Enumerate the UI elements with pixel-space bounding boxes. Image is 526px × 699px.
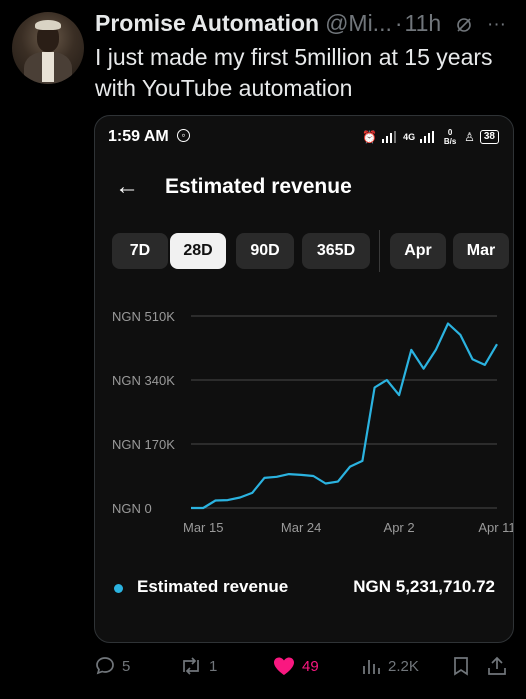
legend-total-value: NGN 5,231,710.72 <box>353 577 495 596</box>
bookmark-button[interactable] <box>450 655 472 677</box>
filter-chip-90d[interactable]: 90D <box>236 233 294 269</box>
separator-dot: · <box>394 10 403 36</box>
phone-status-bar: 1:59 AM ◦ ⏰ 4G 0 B/s ♙ 38 <box>95 116 513 156</box>
sim-icon: ♙ <box>464 130 475 144</box>
filter-chip-365d[interactable]: 365D <box>302 233 370 269</box>
x-tick-label: Mar 15 <box>183 520 223 535</box>
repost-icon <box>183 657 199 675</box>
speed-label: 0 B/s <box>443 128 457 146</box>
bookmark-icon <box>454 657 468 676</box>
more-options-icon[interactable]: ··· <box>487 14 506 35</box>
tweet-action-bar: 5 1 49 2.2K <box>94 655 514 683</box>
status-time: 1:59 AM <box>108 128 169 145</box>
battery-icon: 38 <box>479 130 499 144</box>
network-label: 4G <box>403 132 416 142</box>
x-tick-label: Apr 2 <box>384 520 415 535</box>
chart-legend: Estimated revenue NGN 5,231,710.72 <box>95 574 513 604</box>
tweet-time[interactable]: 11h <box>404 10 442 36</box>
filter-chip-apr[interactable]: Apr <box>390 233 446 269</box>
chip-divider <box>379 230 380 272</box>
views-button[interactable]: 2.2K <box>360 655 419 677</box>
alarm-icon: ⏰ <box>362 130 378 144</box>
author-handle[interactable]: @Mi... <box>325 10 392 36</box>
x-tick-label: Mar 24 <box>281 520 321 535</box>
reply-icon <box>96 657 114 675</box>
cast-icon: ◦ <box>177 129 190 142</box>
revenue-series-line <box>191 322 498 510</box>
share-button[interactable] <box>486 655 508 677</box>
filter-chip-28d[interactable]: 28D <box>170 233 226 269</box>
media-screenshot[interactable]: 1:59 AM ◦ ⏰ 4G 0 B/s ♙ 38 ← Estimated re… <box>94 115 514 643</box>
signal-icon <box>382 131 397 143</box>
like-button[interactable]: 49 <box>272 655 319 677</box>
y-tick-label: NGN 340K <box>112 373 175 388</box>
status-icons: ⏰ 4G 0 B/s ♙ 38 <box>362 128 499 146</box>
header-icons: ··· <box>455 14 506 36</box>
views-count: 2.2K <box>388 657 419 675</box>
x-tick-label: Apr 11 <box>478 520 514 535</box>
author-name[interactable]: Promise Automation <box>95 10 320 36</box>
repost-count: 1 <box>209 657 218 675</box>
legend-dot <box>114 584 123 593</box>
heart-icon <box>274 657 294 675</box>
back-arrow-icon[interactable]: ← <box>115 173 139 200</box>
author-avatar[interactable] <box>12 12 84 84</box>
y-tick-label: NGN 0 <box>112 501 152 516</box>
y-tick-label: NGN 510K <box>112 309 175 324</box>
revenue-line-chart: NGN 510K NGN 340K NGN 170K NGN 0 Mar 15 Mar 2… <box>112 309 514 535</box>
filter-chip-7d[interactable]: 7D <box>112 233 168 269</box>
repost-button[interactable]: 1 <box>179 655 217 677</box>
legend-label: Estimated revenue <box>137 577 289 596</box>
y-tick-label: NGN 170K <box>112 437 175 452</box>
share-icon <box>488 656 506 675</box>
tweet-header: Promise Automation @Mi... · 11h <box>95 10 441 37</box>
reply-button[interactable]: 5 <box>94 655 130 677</box>
tweet-text: I just made my first 5million at 15 year… <box>95 44 493 101</box>
page-title: Estimated revenue <box>165 175 352 198</box>
reply-count: 5 <box>122 657 131 675</box>
page-header: ← Estimated revenue <box>95 171 513 205</box>
signal-icon-2 <box>420 131 435 143</box>
like-count: 49 <box>302 657 319 675</box>
filter-chip-mar[interactable]: Mar <box>453 233 509 269</box>
grok-icon[interactable] <box>455 16 473 34</box>
views-chart-icon <box>363 660 380 674</box>
